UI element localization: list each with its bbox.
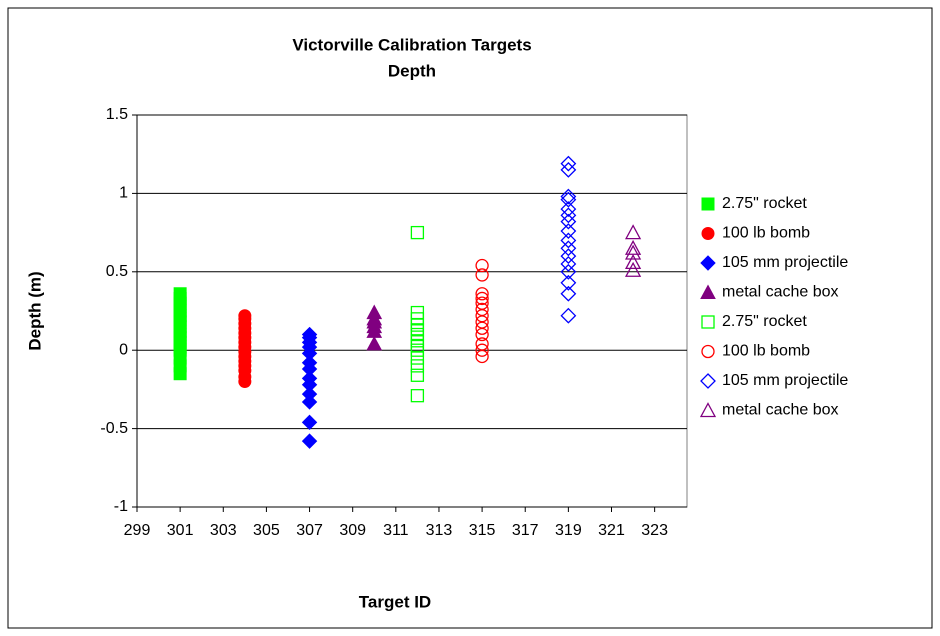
- point: [624, 224, 642, 240]
- legend-label: 105 mm projectile: [722, 372, 848, 389]
- legend-label: metal cache box: [722, 402, 839, 419]
- y-axis-label: Depth (m): [25, 271, 44, 350]
- x-tick-label: 309: [339, 522, 366, 539]
- x-tick-label: 301: [167, 522, 194, 539]
- point: [301, 326, 318, 343]
- legend-marker: [701, 315, 715, 329]
- point: [410, 389, 425, 403]
- point: [410, 225, 425, 240]
- point: [560, 188, 577, 205]
- point: [560, 307, 577, 324]
- point: [410, 305, 425, 320]
- point: [560, 285, 577, 302]
- y-tick-label: 0.5: [106, 263, 128, 280]
- point: [366, 304, 383, 320]
- x-tick-label: 311: [383, 522, 409, 539]
- point: [475, 287, 489, 301]
- point: [560, 223, 577, 239]
- point: [410, 368, 425, 382]
- legend-marker: [700, 255, 716, 271]
- point: [301, 370, 318, 387]
- point: [475, 302, 489, 317]
- legend-label: 2.75" rocket: [722, 313, 807, 330]
- x-tick-label: 299: [124, 522, 151, 539]
- y-tick-label: 1: [119, 185, 128, 202]
- x-axis-label: Target ID: [359, 592, 431, 611]
- chart-subtitle: Depth: [388, 61, 436, 80]
- point: [301, 386, 318, 402]
- point: [301, 355, 318, 371]
- point: [410, 359, 425, 373]
- point: [475, 291, 489, 306]
- point: [560, 213, 577, 230]
- x-tick-label: 321: [598, 522, 625, 539]
- legend-label: 100 lb bomb: [722, 225, 810, 242]
- y-tick-label: 0: [119, 341, 128, 358]
- point: [624, 261, 642, 277]
- x-tick-label: 323: [641, 522, 668, 539]
- legend-label: metal cache box: [722, 284, 839, 301]
- point: [475, 268, 489, 282]
- point: [475, 343, 489, 357]
- point: [560, 201, 577, 217]
- point: [624, 254, 642, 270]
- point: [301, 433, 318, 449]
- point: [560, 232, 577, 249]
- x-tick-label: 307: [296, 522, 323, 539]
- y-tick-label: -0.5: [100, 420, 128, 437]
- point: [475, 296, 489, 310]
- legend-marker: [699, 402, 717, 418]
- legend-marker: [700, 284, 716, 299]
- point: [560, 274, 577, 291]
- legend-marker: [701, 197, 715, 211]
- point: [301, 394, 318, 410]
- chart-title: Victorville Calibration Targets: [292, 35, 531, 54]
- point: [238, 309, 252, 323]
- point: [560, 248, 577, 265]
- point: [173, 287, 187, 301]
- x-tick-label: 303: [210, 522, 237, 539]
- x-tick-label: 315: [469, 522, 496, 539]
- legend-label: 105 mm projectile: [722, 254, 848, 271]
- y-tick-label: 1.5: [106, 106, 128, 123]
- point: [624, 244, 642, 260]
- legend-label: 100 lb bomb: [722, 343, 810, 360]
- legend-marker: [701, 227, 715, 240]
- x-tick-label: 305: [253, 522, 280, 539]
- x-tick-label: 317: [512, 522, 539, 539]
- point: [560, 207, 577, 224]
- point: [560, 240, 577, 257]
- point: [301, 414, 318, 431]
- point: [475, 337, 489, 351]
- x-tick-label: 313: [426, 522, 453, 539]
- point: [560, 161, 577, 178]
- point: [560, 155, 577, 172]
- y-tick-label: -1: [114, 498, 128, 515]
- x-tick-label: 319: [555, 522, 582, 539]
- legend-marker: [701, 344, 715, 359]
- point: [475, 258, 489, 273]
- point: [560, 263, 577, 280]
- point: [366, 335, 383, 351]
- point: [560, 256, 577, 272]
- point: [560, 191, 577, 208]
- legend-marker: [700, 373, 716, 389]
- point: [624, 239, 642, 255]
- legend-label: 2.75" rocket: [722, 195, 807, 212]
